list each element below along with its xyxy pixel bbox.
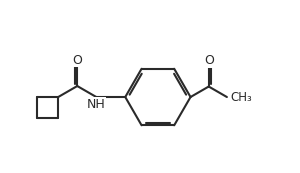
Text: O: O — [72, 54, 82, 67]
Text: O: O — [204, 54, 214, 67]
Text: NH: NH — [87, 98, 106, 111]
Text: CH₃: CH₃ — [231, 90, 252, 103]
